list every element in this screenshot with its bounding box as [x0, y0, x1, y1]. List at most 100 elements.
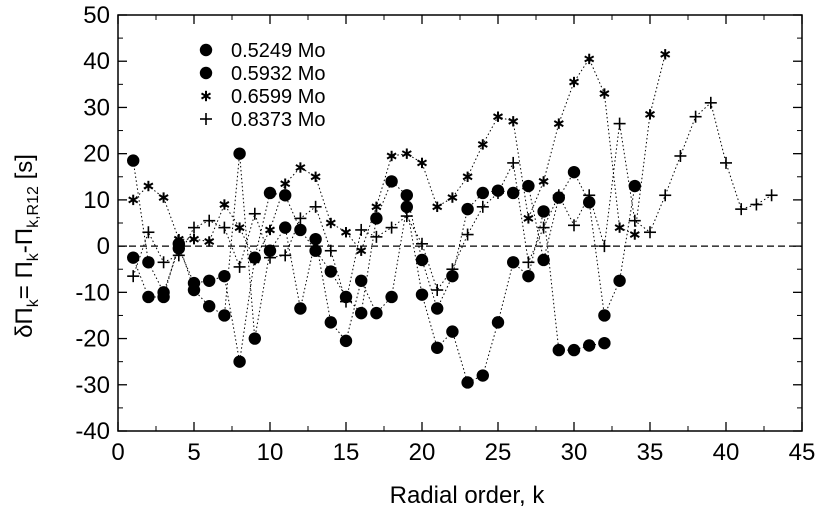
data-point — [340, 295, 352, 308]
data-point — [523, 213, 534, 224]
data-point — [233, 260, 246, 273]
data-point — [127, 251, 140, 264]
data-point — [644, 109, 656, 120]
data-point — [309, 200, 322, 213]
y-tick-label: -20 — [75, 326, 110, 353]
data-point — [264, 224, 276, 236]
data-point — [660, 49, 671, 60]
data-point — [371, 201, 382, 213]
data-point — [309, 244, 322, 257]
data-point — [310, 171, 321, 182]
data-point — [127, 270, 140, 283]
data-point — [199, 43, 213, 57]
data-point — [248, 332, 261, 345]
data-point — [233, 147, 246, 160]
data-point — [446, 263, 459, 276]
data-point — [172, 249, 185, 262]
data-point — [199, 66, 213, 80]
data-point — [279, 249, 292, 262]
data-point — [568, 76, 580, 88]
data-point — [249, 254, 260, 266]
data-point — [263, 186, 277, 200]
data-point — [158, 192, 169, 203]
data-point — [522, 179, 535, 193]
data-point — [188, 233, 200, 245]
series-1 — [127, 154, 641, 368]
data-point — [613, 117, 626, 130]
legend-entry: 0.5249 Mo — [199, 40, 326, 62]
data-point — [537, 221, 550, 234]
data-point — [507, 256, 520, 269]
data-point — [370, 306, 383, 320]
data-point — [248, 207, 261, 220]
data-point — [173, 233, 184, 245]
y-tick-label: -40 — [75, 418, 110, 445]
legend-entry: 0.6599 Mo — [200, 86, 326, 108]
data-point — [203, 274, 216, 287]
data-point — [400, 189, 413, 202]
data-point — [644, 226, 656, 239]
y-tick-label: 50 — [83, 2, 110, 29]
data-point — [720, 156, 732, 169]
data-point — [128, 194, 139, 206]
x-tick-label: 25 — [485, 439, 512, 466]
data-point — [507, 186, 520, 200]
data-point — [431, 302, 444, 315]
data-point — [385, 221, 398, 234]
data-point — [203, 214, 216, 227]
data-point — [659, 189, 672, 202]
x-tick-label: 10 — [257, 439, 284, 466]
legend-label: 0.6599 Mo — [231, 86, 326, 108]
y-tick-label: 40 — [83, 48, 110, 75]
data-point — [416, 237, 428, 250]
data-point — [200, 90, 212, 102]
data-point — [204, 236, 215, 247]
data-point — [356, 245, 367, 256]
data-point — [294, 212, 307, 225]
data-point — [552, 189, 565, 202]
plot-frame — [117, 14, 803, 432]
data-point — [583, 339, 596, 352]
data-point — [142, 226, 155, 239]
data-point — [507, 156, 520, 169]
data-point — [431, 341, 444, 354]
data-point — [386, 150, 397, 162]
x-tick-label: 15 — [333, 439, 360, 466]
data-point — [263, 244, 277, 257]
data-point — [598, 240, 611, 253]
data-point — [143, 180, 154, 192]
data-point — [446, 269, 459, 283]
data-point — [628, 214, 641, 227]
data-point — [219, 199, 230, 210]
legend-label: 0.5932 Mo — [231, 63, 326, 85]
legend: 0.5249 Mo0.5932 Mo0.6599 Mo0.8373 Mo — [199, 40, 326, 131]
data-point — [234, 222, 245, 233]
data-point — [674, 149, 687, 162]
data-point — [765, 189, 778, 202]
data-point — [598, 309, 611, 322]
data-point — [325, 217, 336, 229]
data-point — [400, 200, 413, 214]
series-3 — [128, 49, 671, 266]
data-point — [476, 186, 489, 200]
data-point — [552, 343, 565, 357]
data-point — [567, 343, 581, 357]
x-tick-label: 20 — [409, 439, 436, 466]
data-point — [385, 175, 398, 188]
data-point — [584, 53, 595, 65]
data-point — [522, 256, 535, 269]
data-point — [355, 274, 368, 287]
data-point — [476, 200, 489, 213]
data-point — [200, 113, 212, 125]
data-point — [415, 288, 429, 301]
data-point — [324, 316, 337, 329]
y-tick-label: 10 — [83, 187, 110, 214]
legend-entry: 0.8373 Mo — [200, 109, 326, 131]
data-point — [355, 223, 368, 236]
data-point — [339, 334, 353, 348]
data-point — [218, 221, 231, 234]
data-point — [203, 300, 216, 313]
data-point — [294, 302, 307, 315]
data-point — [508, 116, 519, 127]
